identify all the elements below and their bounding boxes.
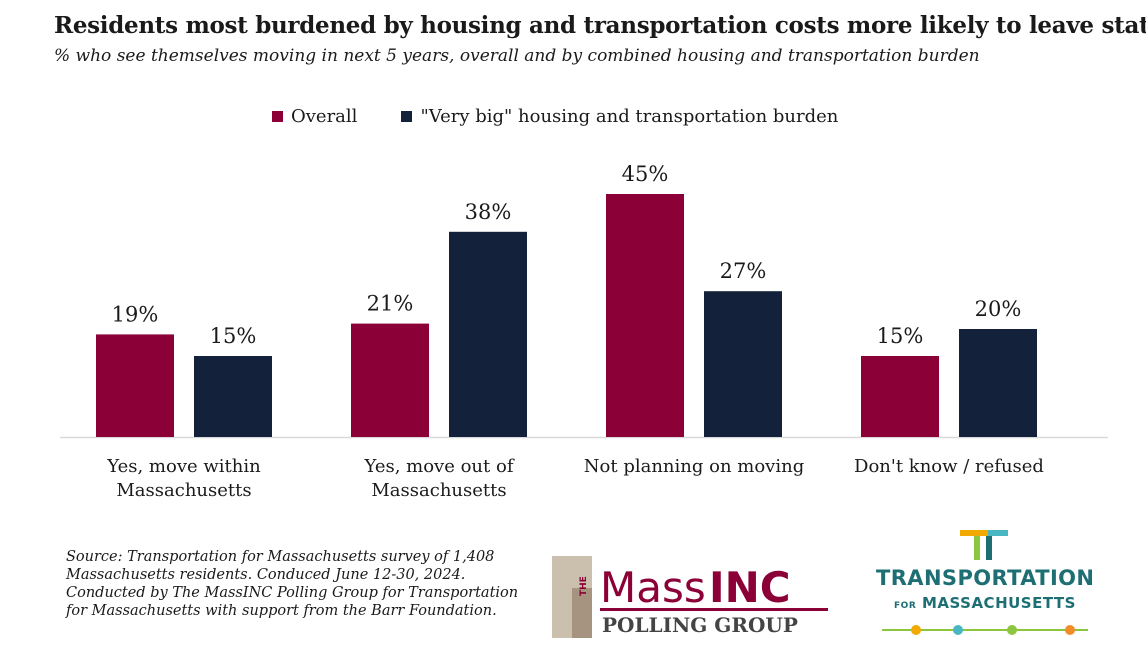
legend-swatch-very-big-burden bbox=[401, 111, 413, 122]
source-note: Source: Transportation for Massachusetts… bbox=[66, 548, 536, 620]
svg-text:INC: INC bbox=[709, 563, 791, 612]
svg-text:POLLING GROUP: POLLING GROUP bbox=[602, 613, 798, 637]
data-label: 38% bbox=[465, 200, 512, 224]
legend-label-very-big-burden: "Very big" housing and transportation bu… bbox=[420, 106, 839, 127]
t4ma-wordmark-sub: FOR MASSACHUSETTS bbox=[894, 594, 1076, 612]
t4ma-modes-icons bbox=[882, 625, 1088, 635]
category-label: Don't know / refused bbox=[829, 455, 1069, 479]
category-label: Not planning on moving bbox=[574, 455, 814, 479]
source-line: Source: Transportation for Massachusetts… bbox=[66, 549, 495, 565]
bar-very-big-burden bbox=[959, 329, 1037, 437]
legend-label-overall: Overall bbox=[291, 106, 358, 127]
data-label: 20% bbox=[975, 297, 1022, 321]
category-label-line: Don't know / refused bbox=[854, 456, 1044, 477]
category-label: Yes, move within Massachusetts bbox=[64, 455, 304, 503]
chart-subtitle: % who see themselves moving in next 5 ye… bbox=[54, 46, 980, 66]
data-label: 27% bbox=[720, 259, 767, 283]
source-line: for Massachusetts with support from the … bbox=[66, 603, 497, 619]
bar-overall bbox=[606, 194, 684, 437]
bar-overall bbox=[96, 334, 174, 437]
massinc-polling-group-logo: THE Mass INC POLLING GROUP bbox=[552, 556, 828, 638]
svg-text:Mass: Mass bbox=[600, 563, 706, 612]
chart-title: Residents most burdened by housing and t… bbox=[54, 12, 1146, 39]
data-label: 21% bbox=[367, 292, 414, 316]
source-line: Conducted by The MassINC Polling Group f… bbox=[66, 585, 519, 601]
legend-swatch-overall bbox=[272, 111, 283, 122]
category-label-line: Massachusetts bbox=[371, 480, 507, 501]
bar-very-big-burden bbox=[449, 231, 527, 437]
category-label: Yes, move out of Massachusetts bbox=[319, 455, 559, 503]
category-label-line: Not planning on moving bbox=[583, 456, 805, 477]
category-label-line: Yes, move out of bbox=[364, 456, 514, 477]
t4ma-mark-icon bbox=[960, 530, 1008, 560]
legend: Overall "Very big" housing and transport… bbox=[272, 106, 882, 127]
transportation-for-massachusetts-logo: TRANSPORTATION FOR MASSACHUSETTS bbox=[876, 524, 1094, 642]
data-label: 15% bbox=[210, 324, 257, 348]
bar-overall bbox=[351, 323, 429, 437]
source-line: Massachusetts residents. Conduced June 1… bbox=[66, 567, 466, 583]
data-label: 15% bbox=[877, 324, 924, 348]
category-label-line: Massachusetts bbox=[116, 480, 252, 501]
data-label: 19% bbox=[112, 302, 159, 326]
bar-overall bbox=[861, 356, 939, 437]
bar-very-big-burden bbox=[194, 356, 272, 437]
data-label: 45% bbox=[622, 162, 669, 186]
t4ma-wordmark: TRANSPORTATION bbox=[876, 566, 1095, 590]
category-label-line: Yes, move within bbox=[107, 456, 261, 477]
legend-item-overall: Overall bbox=[272, 106, 357, 127]
svg-text:THE: THE bbox=[579, 576, 589, 596]
legend-item-very-big-burden: "Very big" housing and transportation bu… bbox=[401, 106, 838, 127]
bar-very-big-burden bbox=[704, 291, 782, 437]
